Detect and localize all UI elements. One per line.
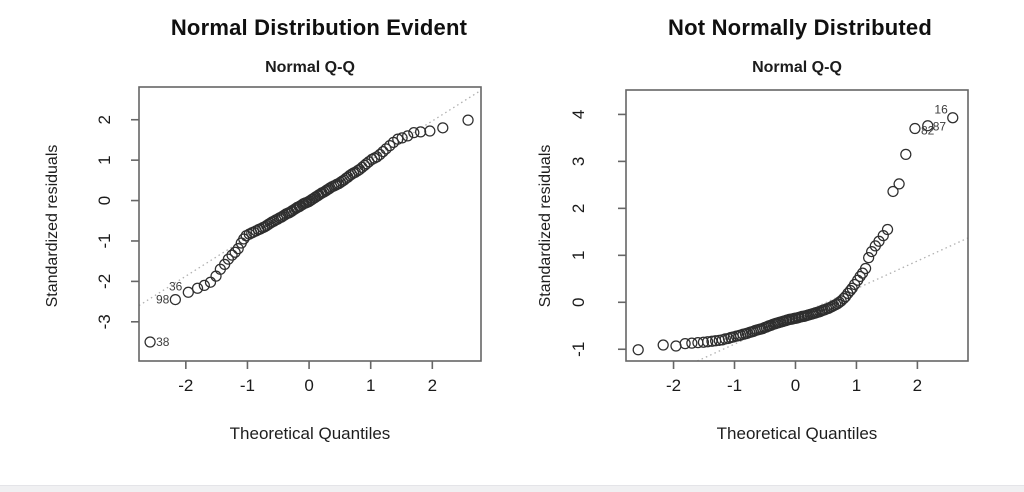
x-tick-label: 2: [913, 376, 922, 395]
data-point: [414, 126, 427, 138]
panel-title: Normal Distribution Evident: [170, 15, 468, 40]
data-point: [229, 246, 241, 258]
data-point: [392, 133, 404, 145]
data-point: [863, 252, 875, 264]
data-point: [835, 295, 847, 307]
data-point: [437, 122, 449, 134]
data-point: [222, 253, 234, 265]
data-point: [866, 245, 878, 258]
data-point: [374, 148, 386, 161]
plot-box: [625, 89, 969, 362]
plot-box: [138, 86, 482, 362]
data-point: [424, 125, 436, 137]
y-axis-label: Standardized residuals: [537, 144, 554, 308]
data-point: [144, 336, 156, 348]
data-point: [182, 286, 194, 298]
x-tick-label: 2: [428, 376, 437, 395]
y-tick-label: 3: [569, 157, 588, 166]
point-label: 98: [156, 293, 170, 307]
data-point: [340, 172, 352, 184]
x-tick-label: -2: [666, 376, 681, 395]
data-point: [893, 178, 905, 190]
y-tick-label: 4: [569, 110, 588, 119]
data-point: [686, 337, 698, 349]
data-point: [402, 130, 414, 142]
y-axis-label: Standardized residuals: [44, 144, 61, 308]
data-point: [408, 127, 420, 139]
data-point: [632, 344, 644, 356]
data-point: [396, 132, 408, 144]
data-point: [169, 293, 181, 306]
data-point: [191, 282, 204, 294]
chart-title: Normal Q-Q: [265, 59, 355, 76]
x-tick-label: -2: [178, 376, 193, 395]
data-point: [198, 279, 210, 292]
x-tick-label: 0: [304, 376, 313, 395]
qq-panel-not-normal: Not Normally Distributed Normal Q-Q -2 -1…: [512, 0, 1024, 492]
data-point: [859, 262, 872, 275]
data-point: [947, 112, 959, 124]
data-point: [697, 336, 710, 348]
data-point: [377, 146, 389, 158]
data-point: [232, 243, 244, 255]
y-tick-label: 2: [569, 204, 588, 213]
y-tick-label: -1: [569, 342, 588, 357]
y-tick-label: 1: [569, 251, 588, 260]
panel-title: Not Normally Distributed: [668, 15, 932, 40]
data-point: [854, 270, 866, 283]
data-point: [909, 122, 921, 135]
y-tick-label: 0: [95, 196, 114, 205]
data-point: [204, 276, 217, 288]
chart-title: Normal Q-Q: [752, 59, 842, 76]
point-label: 82: [921, 124, 935, 138]
data-point: [873, 235, 885, 247]
x-tick-label: -1: [727, 376, 742, 395]
data-point: [900, 148, 912, 160]
point-label: 38: [156, 335, 170, 349]
data-point: [670, 340, 682, 352]
x-tick-label: 1: [852, 376, 861, 395]
data-point: [679, 337, 691, 350]
y-tick-label: 2: [95, 115, 114, 124]
data-point: [462, 114, 474, 126]
data-point: [881, 223, 894, 236]
data-point: [702, 336, 714, 348]
x-tick-label: 0: [791, 376, 800, 395]
point-label: 87: [933, 120, 947, 134]
point-label: 36: [169, 279, 183, 293]
x-tick-label: 1: [366, 376, 375, 395]
x-axis-label: Theoretical Quantiles: [716, 424, 878, 443]
y-tick-label: -2: [95, 274, 114, 289]
x-tick-label: -1: [240, 376, 255, 395]
data-point: [922, 120, 934, 132]
data-point: [384, 139, 396, 152]
data-point: [336, 175, 348, 187]
y-tick-label: -1: [95, 233, 114, 248]
y-tick-label: 1: [95, 155, 114, 164]
qq-panel-normal: Normal Distribution Evident Normal Q-Q -…: [44, 15, 482, 443]
point-label: 16: [934, 103, 948, 117]
y-tick-label: -3: [95, 314, 114, 329]
data-point: [226, 249, 238, 261]
footer-band: [0, 485, 1024, 492]
data-point: [363, 156, 375, 168]
data-point: [380, 143, 392, 155]
x-axis-label: Theoretical Quantiles: [229, 424, 391, 443]
reference-line: [697, 237, 969, 362]
y-tick-label: 0: [569, 298, 588, 307]
data-point: [657, 339, 669, 351]
data-point: [887, 185, 899, 198]
